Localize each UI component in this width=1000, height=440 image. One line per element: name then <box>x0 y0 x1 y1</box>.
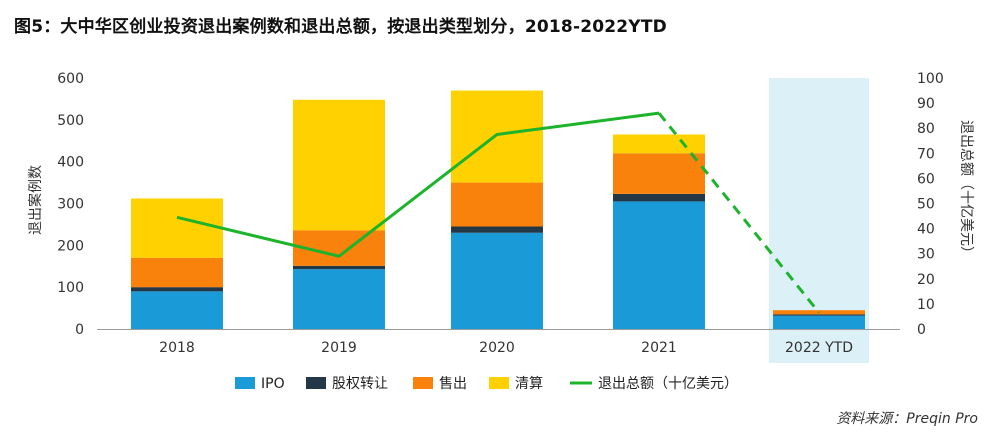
legend-label-line: 退出总额（十亿美元） <box>598 376 738 392</box>
left-tick-label: 0 <box>75 322 84 338</box>
bar-2018-series-1 <box>131 287 223 292</box>
bar-2018-series-0 <box>131 291 223 329</box>
chart-title: 图5：大中华区创业投资退出案例数和退出总额，按退出类型划分，2018-2022Y… <box>14 17 667 37</box>
x-tick-label: 2021 <box>641 340 677 356</box>
left-tick-label: 200 <box>57 238 84 254</box>
legend-label-0: IPO <box>261 376 285 392</box>
x-tick-label: 2019 <box>321 340 357 356</box>
right-tick-label: 0 <box>917 322 926 338</box>
legend-swatch-2 <box>413 377 433 389</box>
legend-swatch-1 <box>306 377 326 389</box>
bar-2021-series-2 <box>613 153 705 194</box>
right-tick-label: 50 <box>917 197 935 213</box>
right-tick-label: 80 <box>917 121 935 137</box>
right-tick-label: 40 <box>917 222 935 238</box>
right-tick-label: 100 <box>917 71 944 87</box>
bar-2018-series-2 <box>131 257 223 288</box>
right-axis-title: 退出总额（十亿美元） <box>958 120 974 260</box>
bar-2021-series-3 <box>613 134 705 154</box>
right-tick-label: 60 <box>917 171 935 187</box>
legend-label-3: 清算 <box>515 376 543 392</box>
legend-label-1: 股权转让 <box>332 376 388 392</box>
right-tick-label: 20 <box>917 272 935 288</box>
left-axis-title: 退出案例数 <box>27 165 44 235</box>
legend-swatch-3 <box>489 377 509 389</box>
source-note: 资料来源：Preqin Pro <box>836 411 978 427</box>
line-series-solid <box>176 111 660 258</box>
bar-2020-series-1 <box>451 226 543 233</box>
right-tick-label: 10 <box>917 297 935 313</box>
x-tick-label: 2022 YTD <box>785 340 853 356</box>
x-tick-label: 2018 <box>159 340 195 356</box>
right-tick-label: 30 <box>917 247 935 263</box>
bar-2020-series-0 <box>451 232 543 329</box>
right-tick-label: 90 <box>917 96 935 112</box>
legend-swatch-0 <box>235 377 255 389</box>
bar-2018-series-3 <box>131 198 223 258</box>
left-tick-label: 500 <box>57 113 84 129</box>
bar-2020-series-2 <box>451 182 543 227</box>
bar-2020-series-3 <box>451 90 543 183</box>
line-series-dashed <box>657 112 821 314</box>
bar-2021-series-1 <box>613 193 705 202</box>
left-tick-label: 400 <box>57 155 84 171</box>
x-tick-label: 2020 <box>479 340 515 356</box>
bar-2019-series-0 <box>293 269 385 329</box>
legend-label-2: 售出 <box>439 376 467 392</box>
right-tick-label: 70 <box>917 146 935 162</box>
bar-2022-ytd-series-1 <box>773 314 865 316</box>
left-tick-label: 300 <box>57 197 84 213</box>
bar-2019-series-3 <box>293 99 385 231</box>
bar-2022-ytd-series-0 <box>773 315 865 329</box>
bar-2019-series-1 <box>293 265 385 270</box>
left-tick-label: 100 <box>57 280 84 296</box>
bar-2021-series-0 <box>613 201 705 329</box>
left-tick-label: 600 <box>57 71 84 87</box>
